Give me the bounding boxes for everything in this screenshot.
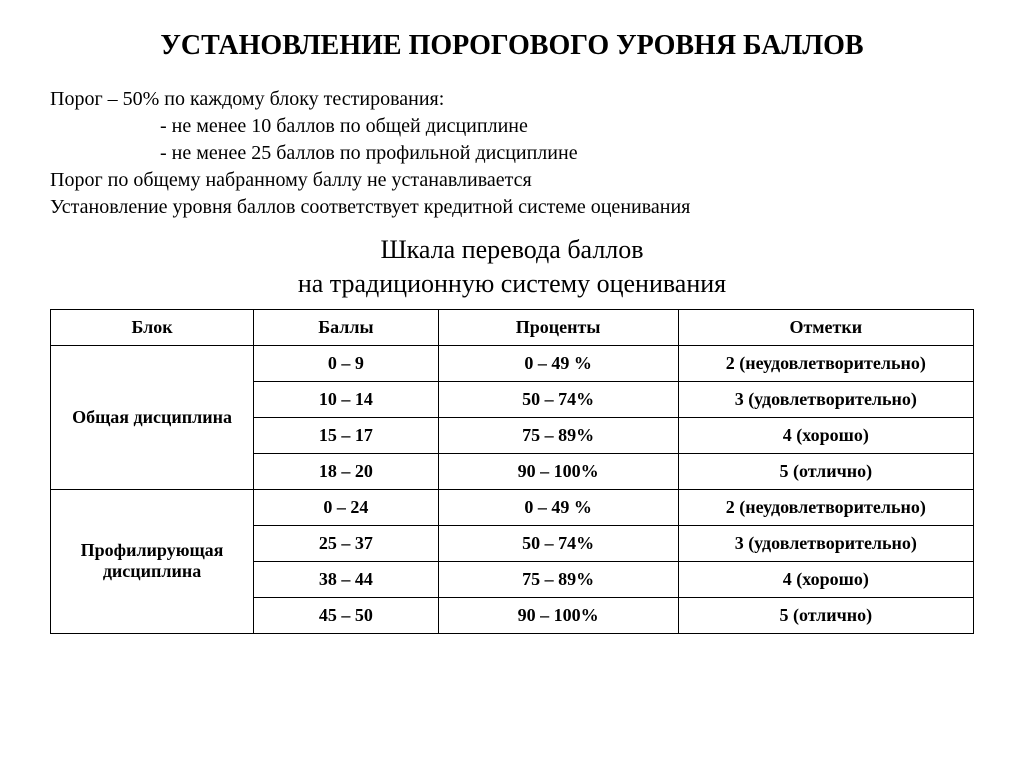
intro-line-credit: Установление уровня баллов соответствует…: [50, 194, 974, 221]
cell-percent: 75 – 89%: [438, 561, 678, 597]
cell-percent: 0 – 49 %: [438, 489, 678, 525]
intro-line-no-total: Порог по общему набранному баллу не уста…: [50, 167, 974, 194]
cell-points: 0 – 24: [254, 489, 439, 525]
cell-points: 18 – 20: [254, 453, 439, 489]
cell-grade: 2 (неудовлетворительно): [678, 489, 973, 525]
header-points: Баллы: [254, 309, 439, 345]
page-title: УСТАНОВЛЕНИЕ ПОРОГОВОГО УРОВНЯ БАЛЛОВ: [50, 30, 974, 62]
cell-percent: 90 – 100%: [438, 597, 678, 633]
cell-points: 0 – 9: [254, 345, 439, 381]
cell-grade: 4 (хорошо): [678, 561, 973, 597]
cell-percent: 50 – 74%: [438, 381, 678, 417]
cell-points: 15 – 17: [254, 417, 439, 453]
cell-points: 45 – 50: [254, 597, 439, 633]
cell-grade: 3 (удовлетворительно): [678, 381, 973, 417]
table-header-row: Блок Баллы Проценты Отметки: [51, 309, 974, 345]
intro-bullet-2: - не менее 25 баллов по профильной дисци…: [160, 140, 974, 167]
cell-grade: 4 (хорошо): [678, 417, 973, 453]
intro-block: Порог – 50% по каждому блоку тестировани…: [50, 86, 974, 221]
sub-title-line-2: на традиционную систему оценивания: [50, 267, 974, 301]
cell-grade: 2 (неудовлетворительно): [678, 345, 973, 381]
intro-line-threshold: Порог – 50% по каждому блоку тестировани…: [50, 86, 974, 113]
cell-grade: 3 (удовлетворительно): [678, 525, 973, 561]
cell-points: 10 – 14: [254, 381, 439, 417]
cell-percent: 90 – 100%: [438, 453, 678, 489]
header-grade: Отметки: [678, 309, 973, 345]
table-row: Профилирующая дисциплина 0 – 24 0 – 49 %…: [51, 489, 974, 525]
group-label-general: Общая дисциплина: [51, 345, 254, 489]
header-percent: Проценты: [438, 309, 678, 345]
cell-points: 38 – 44: [254, 561, 439, 597]
conversion-table: Блок Баллы Проценты Отметки Общая дисцип…: [50, 309, 974, 634]
group-label-profile: Профилирующая дисциплина: [51, 489, 254, 633]
sub-title: Шкала перевода баллов на традиционную си…: [50, 233, 974, 301]
header-block: Блок: [51, 309, 254, 345]
table-row: Общая дисциплина 0 – 9 0 – 49 % 2 (неудо…: [51, 345, 974, 381]
cell-grade: 5 (отлично): [678, 597, 973, 633]
cell-percent: 75 – 89%: [438, 417, 678, 453]
cell-percent: 0 – 49 %: [438, 345, 678, 381]
cell-grade: 5 (отлично): [678, 453, 973, 489]
intro-bullet-1: - не менее 10 баллов по общей дисциплине: [160, 113, 974, 140]
cell-points: 25 – 37: [254, 525, 439, 561]
sub-title-line-1: Шкала перевода баллов: [50, 233, 974, 267]
cell-percent: 50 – 74%: [438, 525, 678, 561]
